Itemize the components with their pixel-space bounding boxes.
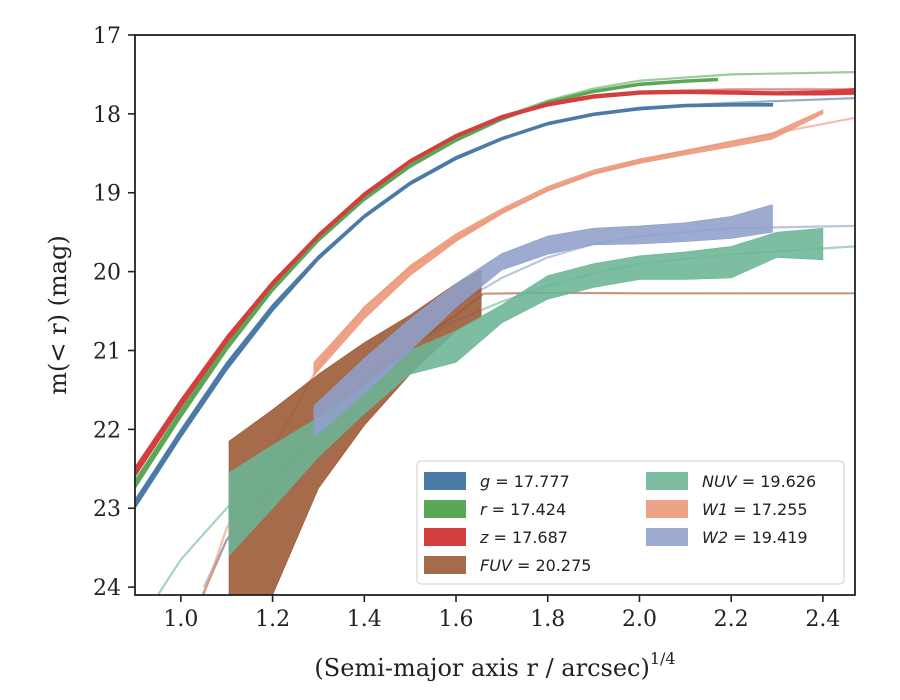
- y-tick-label: 17: [93, 24, 121, 49]
- x-tick-label: 1.0: [163, 607, 198, 632]
- legend: g = 17.777 r = 17.424 z = 17.687 FUV = 20.2…: [416, 460, 845, 585]
- z-model-line: [135, 88, 855, 470]
- w2-profile-band: [313, 204, 773, 438]
- x-tick-label: 1.8: [530, 607, 565, 632]
- legend-label-nuv: NUV = 19.626: [702, 472, 816, 491]
- r-model-line: [135, 71, 855, 482]
- g-profile-band: [135, 102, 774, 510]
- y-tick-label: 18: [93, 103, 121, 128]
- x-axis-label-text: (Semi-major axis r / arcsec): [314, 654, 649, 682]
- y-tick-label: 19: [93, 182, 121, 207]
- legend-swatch-g: [424, 472, 466, 490]
- plot-area: [135, 71, 855, 595]
- axis-ticks: 1.0 1.2 1.4 1.6 1.8 2.0 2.2 2.4 17 18 19 20 21 22 23 24: [93, 24, 840, 632]
- legend-swatch-w2: [646, 528, 688, 546]
- w1-profile-band: [313, 109, 824, 377]
- x-tick-label: 2.0: [622, 607, 657, 632]
- legend-box: [416, 460, 845, 585]
- x-tick-label: 1.2: [255, 607, 290, 632]
- y-tick-label: 24: [93, 576, 121, 601]
- y-axis-label: m(< r) (mag): [44, 235, 72, 394]
- legend-swatch-r: [424, 500, 466, 518]
- legend-swatch-fuv: [424, 556, 466, 574]
- legend-label-g: g = 17.777: [480, 472, 570, 491]
- legend-label-w2: W2 = 19.419: [702, 528, 808, 547]
- y-tick-label: 22: [93, 418, 121, 443]
- y-tick-label: 20: [93, 261, 121, 286]
- legend-label-w1: W1 = 17.255: [702, 500, 808, 519]
- x-tick-label: 1.4: [347, 607, 382, 632]
- legend-swatch-nuv: [646, 472, 688, 490]
- legend-swatch-z: [424, 528, 466, 546]
- y-tick-label: 21: [93, 339, 121, 364]
- legend-label-r: r = 17.424: [480, 500, 566, 519]
- y-tick-label: 23: [93, 497, 121, 522]
- nuv-profile-band: [228, 227, 824, 557]
- x-tick-label: 2.2: [714, 607, 749, 632]
- x-tick-label: 1.6: [439, 607, 474, 632]
- x-axis-label-exponent: 1/4: [650, 649, 676, 668]
- z-profile-band: [135, 87, 855, 478]
- x-axis-label: (Semi-major axis r / arcsec)1/4: [314, 649, 675, 682]
- plot-frame: [134, 34, 856, 596]
- r-profile-band: [135, 77, 719, 490]
- x-tick-label: 2.4: [805, 607, 840, 632]
- legend-label-z: z = 17.687: [479, 528, 568, 547]
- legend-swatch-w1: [646, 500, 688, 518]
- legend-label-fuv: FUV = 20.275: [480, 556, 591, 575]
